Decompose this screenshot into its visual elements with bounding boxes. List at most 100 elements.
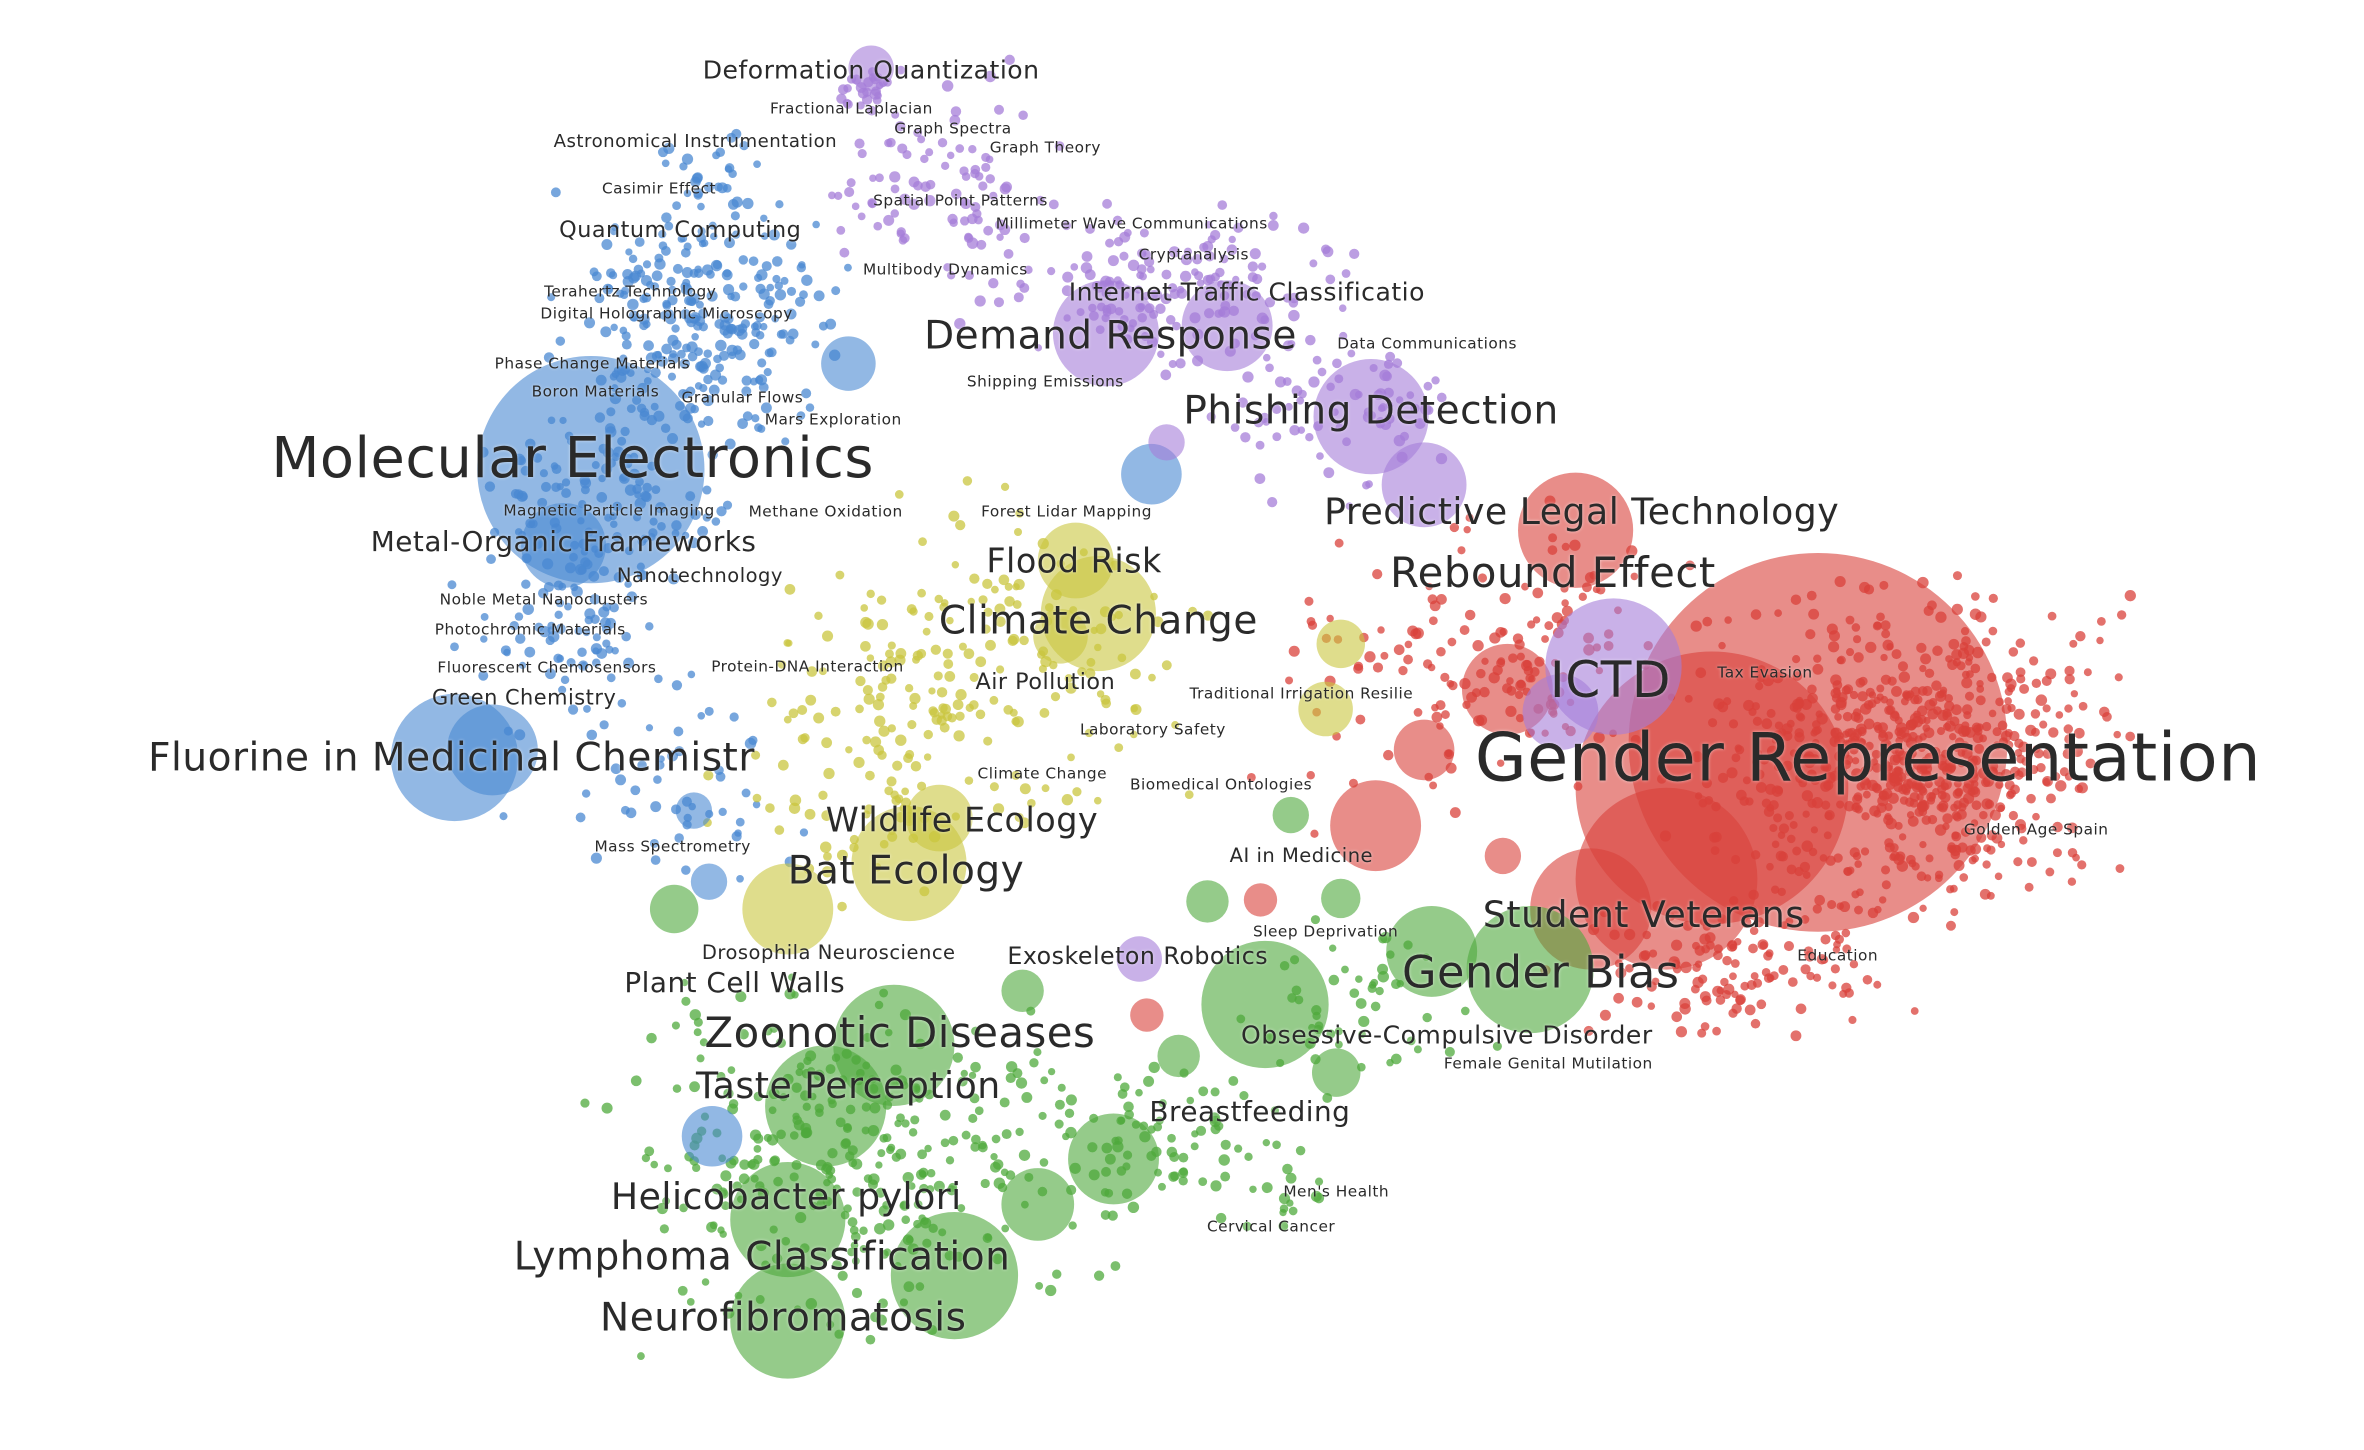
data-point (650, 855, 661, 865)
data-point (771, 314, 780, 323)
data-point (606, 268, 616, 278)
data-point (1436, 392, 1447, 403)
data-point (610, 763, 622, 775)
data-point (967, 597, 975, 606)
data-point (742, 197, 754, 210)
data-point (550, 187, 561, 198)
data-point (928, 706, 938, 716)
data-point (739, 1159, 750, 1170)
data-point (899, 1200, 910, 1211)
data-point (1265, 363, 1274, 373)
topic-label: Photochromic Materials (434, 620, 626, 639)
data-point (1001, 181, 1013, 193)
data-point (1744, 1004, 1756, 1016)
data-point (847, 1217, 858, 1227)
data-point (778, 329, 789, 339)
data-point (946, 151, 955, 160)
data-point (1332, 358, 1342, 369)
data-point (1178, 1167, 1189, 1178)
data-point (886, 137, 896, 148)
data-point (2039, 720, 2048, 729)
data-point (567, 704, 579, 715)
data-point (791, 991, 799, 999)
data-point (1035, 1281, 1044, 1290)
data-point (645, 622, 654, 631)
data-point (1532, 616, 1541, 624)
data-point (639, 294, 648, 304)
data-point (1013, 578, 1025, 590)
data-point (768, 229, 780, 241)
data-point (2004, 687, 2013, 696)
data-point (693, 187, 704, 199)
data-point (1279, 1208, 1287, 1217)
data-point (1484, 837, 1522, 875)
data-point (748, 256, 759, 266)
data-point (695, 361, 706, 372)
data-point (917, 781, 927, 791)
data-point (681, 1105, 743, 1167)
data-point (681, 865, 691, 875)
data-point (955, 689, 967, 701)
data-point (800, 733, 810, 743)
data-point (786, 286, 797, 296)
data-point (1105, 238, 1115, 248)
data-point (690, 863, 728, 900)
topic-label: Traditional Irrigation Resilie (1189, 684, 1414, 703)
data-point (1756, 999, 1767, 1010)
data-point (894, 490, 904, 499)
data-point (1202, 274, 1214, 286)
data-point (703, 770, 714, 781)
data-point (2035, 694, 2048, 706)
data-point (706, 290, 718, 302)
data-point (1047, 266, 1056, 276)
data-point (1671, 1011, 1683, 1023)
data-point (726, 132, 737, 143)
data-point (774, 289, 787, 301)
data-point (1019, 232, 1030, 244)
data-point (747, 1160, 756, 1169)
data-point (675, 792, 713, 829)
data-point (1757, 939, 1769, 950)
data-point (617, 699, 627, 708)
data-point (946, 616, 954, 625)
data-point (881, 675, 891, 685)
data-point (1259, 412, 1270, 423)
data-point (1004, 582, 1013, 591)
data-point (924, 1144, 932, 1153)
data-point (982, 578, 993, 589)
data-point (1012, 600, 1022, 609)
data-point (774, 825, 785, 835)
data-point (650, 801, 662, 813)
data-point (1328, 974, 1340, 986)
data-point (661, 212, 672, 223)
data-point (623, 657, 635, 669)
data-point (702, 485, 712, 495)
data-point (1325, 274, 1336, 285)
data-point (975, 656, 987, 668)
data-point (939, 722, 950, 733)
data-point (969, 672, 979, 682)
data-point (2026, 793, 2036, 804)
data-point (857, 149, 867, 159)
data-point (1298, 681, 1353, 737)
data-point (961, 1130, 971, 1140)
data-point (521, 579, 531, 589)
data-point (895, 734, 907, 746)
data-point (859, 1226, 868, 1235)
data-point (560, 675, 570, 685)
data-point (679, 234, 688, 243)
data-point (1011, 770, 1021, 780)
data-point (2066, 822, 2078, 834)
data-point (662, 1197, 670, 1205)
data-point (590, 852, 602, 864)
data-point (1148, 424, 1185, 461)
data-point (1971, 854, 1979, 863)
data-point (1050, 691, 1061, 702)
data-point (1039, 708, 1050, 718)
data-point (1067, 753, 1075, 762)
data-point (605, 645, 614, 654)
data-point (783, 639, 792, 647)
data-point (1310, 915, 1320, 925)
topic-label: Green Chemistry (432, 685, 617, 710)
data-point (1431, 711, 1443, 723)
